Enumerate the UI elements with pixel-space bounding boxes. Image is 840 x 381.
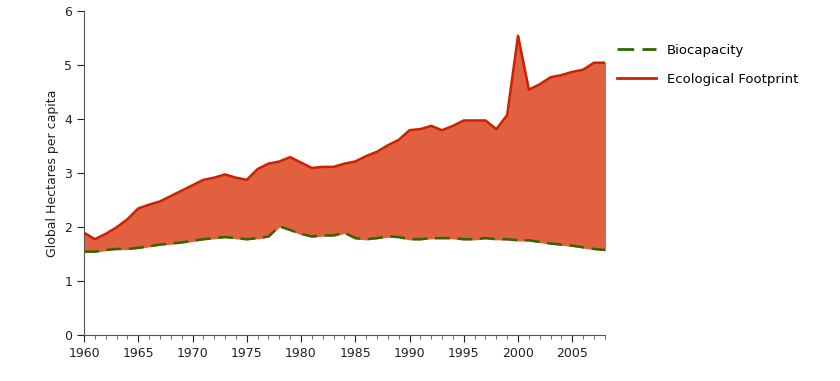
Y-axis label: Global Hectares per capita: Global Hectares per capita [45,90,59,257]
Legend: Biocapacity, Ecological Footprint: Biocapacity, Ecological Footprint [617,44,798,86]
